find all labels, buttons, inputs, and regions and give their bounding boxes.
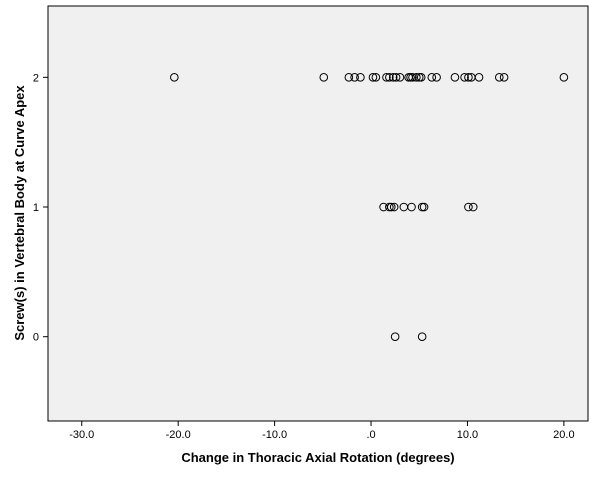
data-point [412, 73, 421, 82]
data-point [382, 73, 391, 82]
plot-area [47, 5, 589, 422]
data-point [464, 73, 473, 82]
x-tick-label: 20.0 [553, 429, 574, 441]
y-tick-label: 1 [33, 202, 39, 214]
data-point [344, 73, 354, 82]
x-tick-label: .0 [366, 429, 375, 441]
data-point [407, 202, 416, 212]
y-axis-title: Screw(s) in Vertebral Body at Curve Apex [12, 85, 27, 341]
data-point [319, 73, 329, 82]
data-point [170, 73, 179, 82]
data-point [464, 202, 473, 212]
data-point [559, 73, 569, 82]
data-points [170, 73, 569, 342]
x-tick-label: -10.0 [262, 429, 287, 441]
data-point [386, 202, 396, 212]
y-tick-label: 2 [33, 72, 39, 84]
data-point [371, 73, 381, 82]
data-point [419, 202, 429, 212]
data-point [385, 73, 394, 82]
data-point [468, 202, 478, 212]
data-point [391, 73, 401, 82]
data-point [350, 73, 359, 82]
data-point [432, 73, 441, 82]
data-point [450, 73, 460, 82]
data-point [417, 332, 427, 342]
x-tick-label: -30.0 [69, 429, 94, 441]
x-axis: -30.0 -20.0 -10.0 .0 10.0 20.0 [69, 421, 575, 441]
x-tick-label: -20.0 [166, 429, 191, 441]
data-point [427, 73, 437, 82]
data-point [368, 73, 378, 82]
data-point [390, 332, 400, 342]
data-point [494, 73, 504, 82]
data-point [474, 73, 484, 82]
data-point [388, 73, 398, 82]
y-tick-label: 0 [33, 332, 39, 344]
data-point [499, 73, 509, 82]
x-axis-title: Change in Thoracic Axial Rotation (degre… [181, 450, 454, 465]
data-point [416, 73, 426, 82]
data-point [356, 73, 365, 82]
data-point [389, 202, 399, 212]
data-point [460, 73, 469, 82]
y-axis: 0 1 2 [33, 72, 48, 344]
x-tick-label: 10.0 [457, 429, 478, 441]
data-point [408, 73, 417, 82]
data-point [395, 73, 405, 82]
